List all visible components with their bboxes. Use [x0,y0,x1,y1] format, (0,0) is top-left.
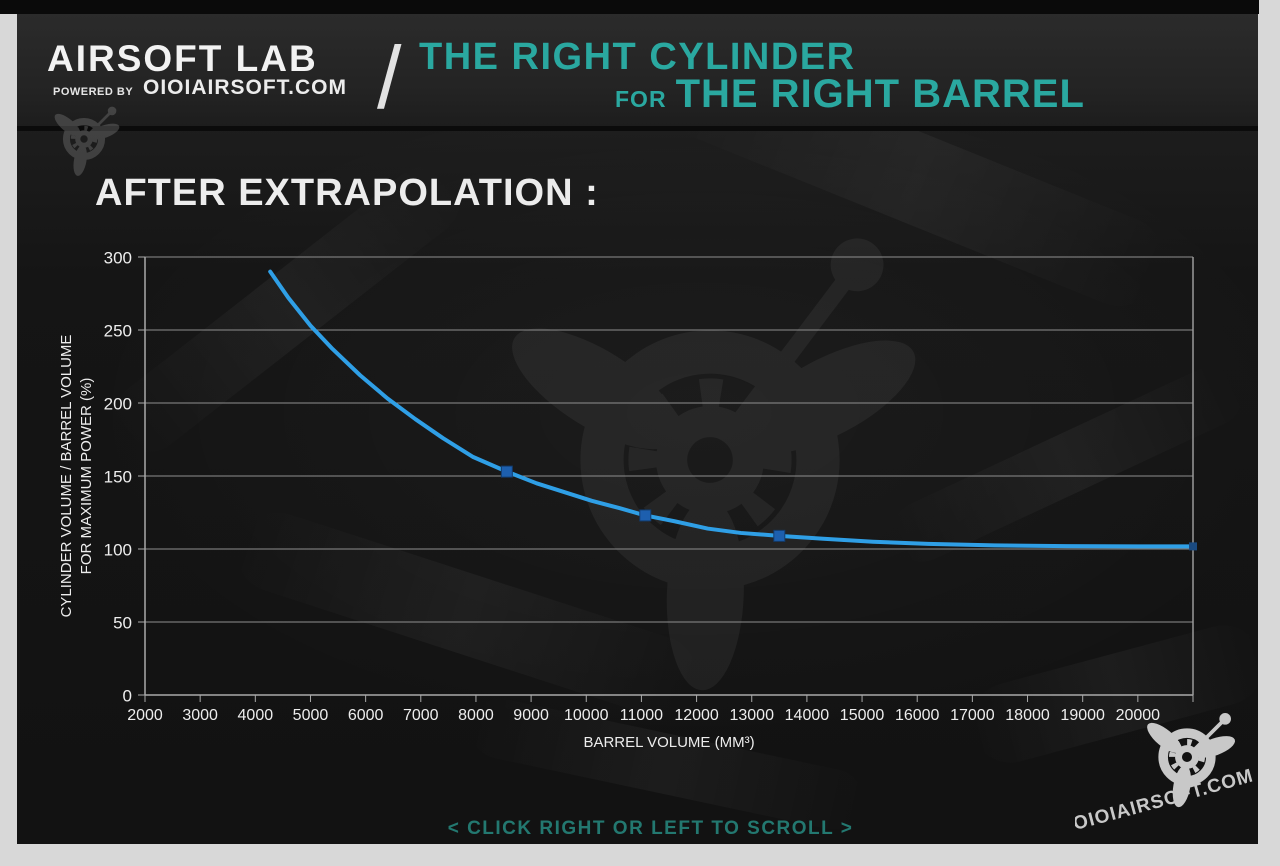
x-tick-label: 6000 [348,707,384,724]
y-tick-label: 50 [113,614,132,633]
y-tick-label: 0 [123,687,132,706]
x-tick-label: 13000 [729,707,774,724]
data-point-marker [500,465,513,478]
x-tick-label: 20000 [1116,707,1161,724]
scroll-hint[interactable]: < CLICK RIGHT OR LEFT TO SCROLL > [447,818,854,839]
x-tick-label: 19000 [1060,707,1105,724]
x-tick-label: 10000 [564,707,609,724]
x-tick-label: 7000 [403,707,439,724]
data-point-marker [773,529,786,542]
content-area: AIRSOFT LAB POWERED BY OIOIAIRSOFT.COM /… [17,14,1258,844]
x-tick-label: 14000 [785,707,830,724]
y-tick-label: 300 [104,249,132,268]
y-tick-label: 250 [104,322,132,341]
x-tick-label: 16000 [895,707,940,724]
page-title-line2-text: THE RIGHT BARREL [675,72,1085,116]
line-chart: 0 50 100 150 200 250 300 2000 3000 4000 5000 6000 70… [58,249,1197,751]
x-tick-label: 3000 [182,707,218,724]
x-axis-title: BARREL VOLUME (MM³) [583,734,754,751]
powered-by-label: POWERED BY [53,86,134,98]
footer-logo: OIOIAIRSOFT.COM [1075,702,1255,835]
site-name: OIOIAIRSOFT.COM [143,76,347,99]
y-tick-label: 150 [104,468,132,487]
x-tick-label: 11000 [620,707,663,724]
y-axis-title-line2: FOR MAXIMUM POWER (%) [78,378,95,575]
x-tick-label: 8000 [458,707,494,724]
x-tick-label: 5000 [293,707,329,724]
section-heading: AFTER EXTRAPOLATION : [95,172,599,214]
page-title-line2-prefix: FOR [615,86,667,112]
x-tick-label: 12000 [674,707,719,724]
y-axis-title-line1: CYLINDER VOLUME / BARREL VOLUME [58,335,75,618]
page-title-line1: THE RIGHT CYLINDER [419,36,856,78]
x-tick-label: 15000 [840,707,885,724]
x-tick-label: 2000 [127,707,163,724]
data-point-marker [639,509,652,522]
x-tick-label: 4000 [238,707,274,724]
x-tick-label: 9000 [513,707,549,724]
y-tick-label: 200 [104,395,132,414]
y-tick-label: 100 [104,541,132,560]
top-black-bar [0,0,1259,14]
data-curve [268,269,1195,549]
page-title-line2: FOR THE RIGHT BARREL [615,72,1085,117]
header: AIRSOFT LAB POWERED BY OIOIAIRSOFT.COM /… [17,14,1258,131]
x-tick-label: 17000 [950,707,995,724]
end-point-marker [1189,542,1197,551]
x-tick-label: 18000 [1005,707,1050,724]
header-separator: / [377,28,402,127]
brand-title: AIRSOFT LAB [47,38,318,79]
